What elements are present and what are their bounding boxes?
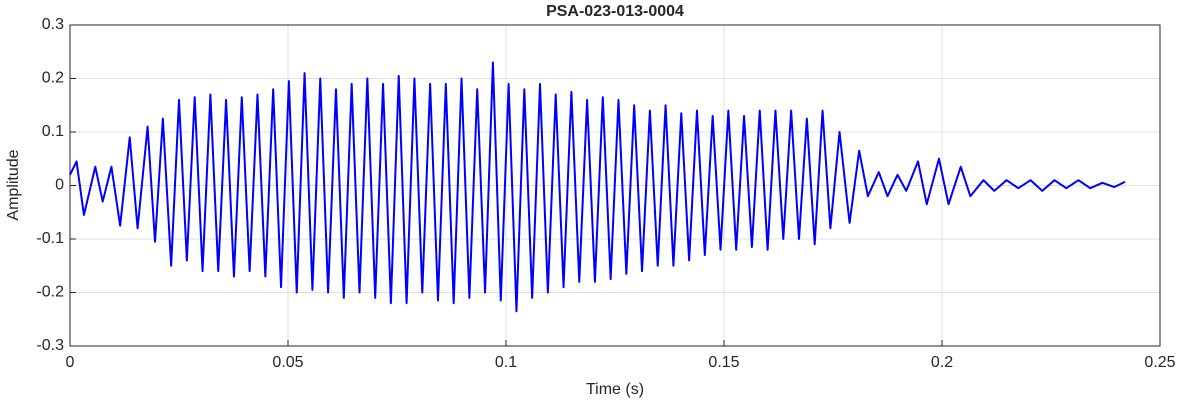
x-tick-label: 0.25 — [1144, 354, 1175, 371]
chart-title: PSA-023-013-0004 — [546, 3, 684, 20]
y-tick-label: -0.1 — [36, 230, 64, 247]
x-tick-label: 0.2 — [931, 354, 953, 371]
y-tick-label: -0.2 — [36, 284, 64, 301]
y-tick-label: 0.1 — [42, 123, 64, 140]
x-tick-label: 0.05 — [272, 354, 303, 371]
plot-frame — [69, 24, 1161, 347]
y-axis-label: Amplitude — [5, 149, 22, 220]
x-tick-label: 0 — [66, 354, 75, 371]
y-tick-label: 0.2 — [42, 70, 64, 87]
y-tick-label: -0.3 — [36, 337, 64, 354]
x-axis-label: Time (s) — [586, 381, 644, 398]
line-series — [69, 61, 1126, 313]
y-tick-label: 0 — [55, 177, 64, 194]
y-tick-label: 0.3 — [42, 16, 64, 33]
x-tick-label: 0.15 — [708, 354, 739, 371]
x-tick-label: 0.1 — [495, 354, 517, 371]
